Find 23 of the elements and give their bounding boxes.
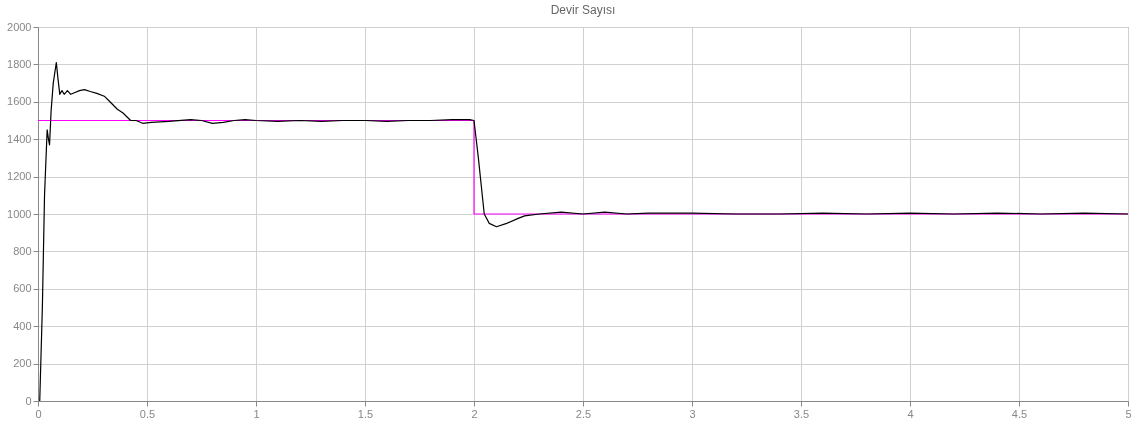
x-tick-label: 5 bbox=[1125, 407, 1132, 420]
y-tick-label: 1000 bbox=[7, 207, 32, 220]
y-tick-label: 1200 bbox=[7, 170, 32, 183]
x-tick-label: 3.5 bbox=[793, 407, 810, 420]
x-tick-label: 3 bbox=[689, 407, 696, 420]
x-tick-label: 4.5 bbox=[1011, 407, 1028, 420]
y-tick-label: 200 bbox=[13, 357, 32, 370]
x-tick-label: 0 bbox=[35, 407, 42, 420]
x-tick-label: 1.5 bbox=[357, 407, 374, 420]
y-tick-label: 400 bbox=[13, 319, 32, 332]
chart-title: Devir Sayısı bbox=[550, 3, 616, 17]
y-tick-label: 0 bbox=[25, 394, 32, 407]
x-tick-label: 0.5 bbox=[139, 407, 156, 420]
y-tick-label: 1800 bbox=[7, 57, 32, 70]
x-tick-label: 2 bbox=[471, 407, 478, 420]
y-tick-label: 800 bbox=[13, 244, 32, 257]
x-tick-label: 1 bbox=[253, 407, 260, 420]
y-tick-label: 600 bbox=[13, 282, 32, 295]
x-tick-label: 4 bbox=[907, 407, 914, 420]
y-tick-label: 1600 bbox=[7, 95, 32, 108]
x-tick-label: 2.5 bbox=[575, 407, 592, 420]
y-tick-label: 2000 bbox=[7, 20, 32, 33]
y-tick-label: 1400 bbox=[7, 132, 32, 145]
